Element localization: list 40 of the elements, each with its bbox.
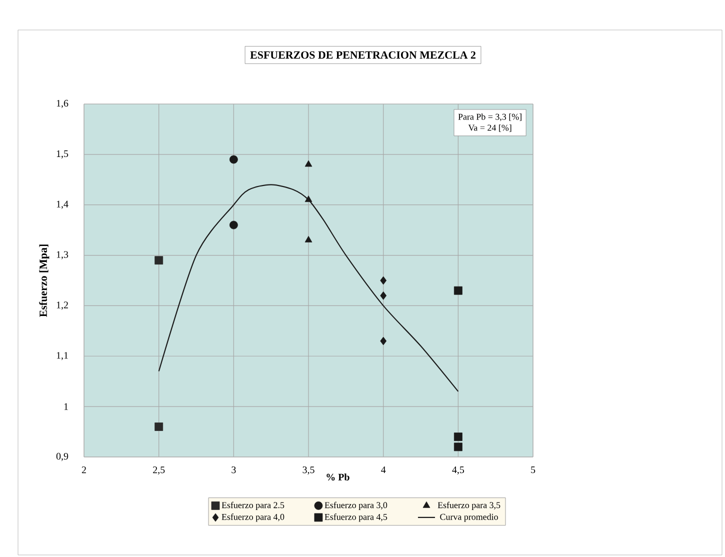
legend-label: Curva promedio [440,514,498,522]
point [380,291,387,300]
x-tick-label: 5 [531,466,536,474]
x-tick-label: 3,5 [302,466,314,475]
y-axis-title: Esfuerzo [Mpa] [39,244,50,317]
point [229,155,238,164]
y-tick-label: 1,4 [56,200,68,209]
point [454,442,462,452]
chart-title: ESFUERZOS DE PENETRACION MEZCLA 2 [250,51,476,59]
annotation: Va = 24 [%] [468,124,512,132]
point [454,286,462,295]
point [304,236,312,242]
y-tick-label: 1,2 [56,302,68,310]
y-tick-label: 0,9 [56,452,68,462]
legend-label: Esfuerzo para 2.5 [222,502,284,510]
point [304,196,312,202]
legend-label: Esfuerzo para 4,5 [324,514,388,522]
x-tick-label: 2 [82,466,86,474]
y-tick-label: 1,3 [56,251,68,260]
y-tick-label: 1,1 [56,352,68,360]
point [229,220,238,230]
annotation: Para Pb = 3,3 [%] [458,113,522,122]
legend-label: Esfuerzo para 3,0 [324,502,388,510]
point [380,276,387,285]
y-tick-label: 1,5 [56,150,68,158]
x-tick-label: 2,5 [153,466,165,475]
point [380,336,387,346]
x-tick-label: 4 [381,466,386,474]
y-tick-label: 1,6 [56,100,68,108]
line-series [158,184,459,392]
x-tick-label: 3 [232,466,236,474]
x-tick-label: 4,5 [452,466,464,475]
legend-label: Esfuerzo para 4,0 [222,514,284,522]
point [154,256,164,265]
legend-label: Esfuerzo para 3,5 [438,502,500,510]
point [154,422,164,431]
point [304,160,312,167]
point [454,432,462,442]
x-axis-title: % Pb [326,473,350,481]
y-tick-label: 1 [64,403,68,410]
